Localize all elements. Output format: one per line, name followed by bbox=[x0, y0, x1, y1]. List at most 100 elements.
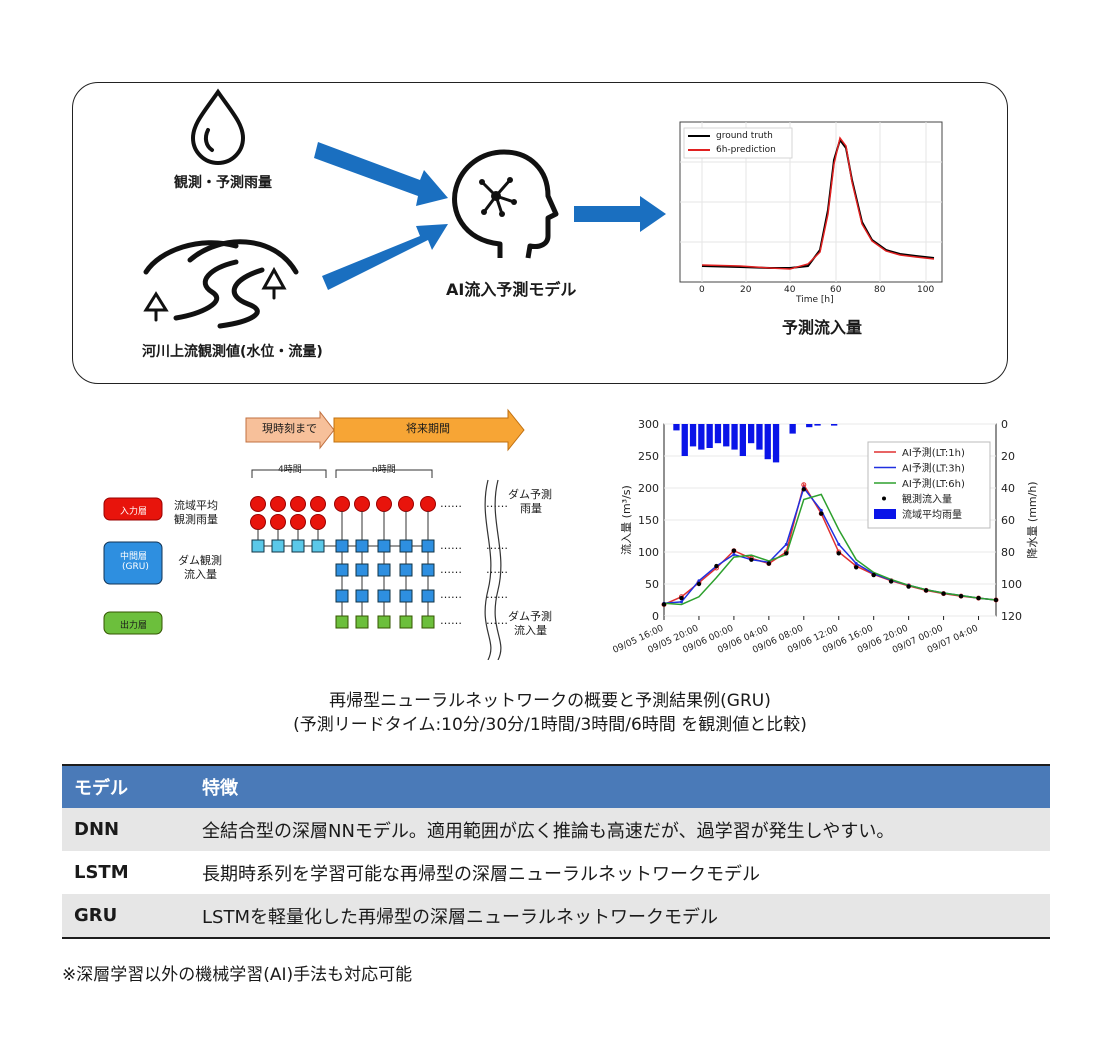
hidden-node bbox=[355, 539, 369, 553]
series-marker bbox=[732, 553, 736, 557]
legend-label: 流域平均雨量 bbox=[902, 508, 962, 521]
legend-input-label: 入力層 bbox=[120, 507, 148, 517]
rain-bar bbox=[772, 424, 780, 463]
observed-point bbox=[958, 593, 964, 599]
y-tick-label: 0 bbox=[652, 610, 659, 623]
y-tick-label: 300 bbox=[638, 418, 659, 431]
future-arrow-label: 将来期間 bbox=[406, 422, 450, 435]
hidden-node bbox=[399, 539, 413, 553]
legend-swatch bbox=[874, 509, 896, 519]
rain-bar bbox=[756, 424, 763, 450]
legend-hidden-label: 中間層 bbox=[120, 552, 148, 562]
observed-point bbox=[766, 561, 772, 566]
output-node bbox=[421, 615, 435, 629]
future-arrow bbox=[333, 408, 525, 452]
past-hours-label: 4時間 bbox=[278, 465, 302, 475]
legend-hidden-sub: (GRU) bbox=[122, 562, 149, 572]
table-row: LSTM 長期時系列を学習可能な再帰型の深層ニューラルネットワークモデル bbox=[62, 851, 1050, 894]
mini-xtick: 80 bbox=[874, 285, 886, 295]
ellipsis: …… bbox=[440, 614, 462, 627]
output-node bbox=[355, 615, 369, 629]
observed-point bbox=[888, 579, 894, 584]
mini-xtick: 60 bbox=[830, 285, 842, 295]
y2-tick-label: 20 bbox=[1001, 450, 1015, 463]
hidden-node bbox=[335, 563, 349, 577]
model-name: GRU bbox=[74, 905, 118, 926]
mini-xtick: 100 bbox=[917, 285, 935, 295]
y2-tick-label: 100 bbox=[1001, 578, 1022, 591]
y2-tick-label: 40 bbox=[1001, 482, 1015, 495]
y-tick-label: 250 bbox=[638, 450, 659, 463]
hidden-node bbox=[355, 589, 369, 603]
input-node bbox=[398, 496, 414, 512]
hidden-node bbox=[335, 589, 349, 603]
rain-bar bbox=[739, 424, 746, 456]
observed-point bbox=[906, 584, 911, 589]
rain-bar bbox=[714, 424, 722, 444]
future-input-desc: 雨量 bbox=[520, 502, 542, 515]
rnn-diagram bbox=[103, 408, 525, 660]
legend-label: 観測流入量 bbox=[902, 493, 952, 506]
y2-tick-label: 120 bbox=[1001, 610, 1022, 623]
input-node bbox=[270, 514, 286, 530]
legend-6h-prediction: 6h-prediction bbox=[716, 145, 776, 155]
input-node bbox=[290, 514, 306, 530]
output-label: 予測流入量 bbox=[782, 318, 863, 337]
rain-bar bbox=[723, 424, 730, 447]
series-marker bbox=[679, 600, 683, 604]
legend-swatch bbox=[882, 496, 886, 501]
y-tick-label: 100 bbox=[638, 546, 659, 559]
output-node bbox=[377, 615, 391, 629]
ellipsis: …… bbox=[486, 497, 508, 510]
rain-bar bbox=[698, 424, 705, 450]
rain-bar bbox=[673, 424, 680, 431]
input-node bbox=[290, 496, 306, 512]
legend-label: AI予測(LT:3h) bbox=[902, 462, 965, 475]
y-tick-label: 200 bbox=[638, 482, 659, 495]
table-row: GRU LSTMを軽量化した再帰型の深層ニューラルネットワークモデル bbox=[62, 894, 1050, 938]
ai-model-label: AI流入予測モデル bbox=[446, 280, 577, 299]
y-axis-label: 流入量 (m³/s) bbox=[619, 485, 633, 555]
mini-xlabel: Time [h] bbox=[796, 295, 834, 305]
input-node bbox=[334, 496, 350, 512]
output-node bbox=[335, 615, 349, 629]
input-node bbox=[376, 496, 392, 512]
footnote: ※深層学習以外の機械学習(AI)手法も対応可能 bbox=[62, 965, 413, 985]
legend-label: AI予測(LT:1h) bbox=[902, 446, 965, 459]
hidden-node bbox=[377, 563, 391, 577]
rain-bar bbox=[764, 424, 771, 460]
mini-xtick: 40 bbox=[784, 285, 796, 295]
observed-point bbox=[714, 563, 719, 569]
header-model: モデル bbox=[74, 778, 128, 799]
y-tick-label: 150 bbox=[638, 514, 659, 527]
mini-xtick: 0 bbox=[699, 285, 705, 295]
ai-head-icon bbox=[452, 149, 559, 259]
hidden-node bbox=[355, 563, 369, 577]
rnn-cells bbox=[250, 496, 436, 629]
input-desc: 観測雨量 bbox=[174, 513, 218, 526]
model-feature: 全結合型の深層NNモデル。適用範囲が広く推論も高速だが、過学習が発生しやすい。 bbox=[202, 820, 895, 842]
rain-label: 観測・予測雨量 bbox=[174, 175, 272, 191]
past-arrow bbox=[245, 410, 335, 450]
hidden-node bbox=[399, 589, 413, 603]
input-node bbox=[310, 514, 326, 530]
y2-tick-label: 0 bbox=[1001, 418, 1008, 431]
header-feature: 特徴 bbox=[202, 778, 238, 799]
output-node bbox=[399, 615, 413, 629]
observed-point bbox=[784, 551, 789, 556]
hidden-node bbox=[251, 539, 265, 553]
observed-point bbox=[976, 595, 981, 601]
flow-arrows bbox=[314, 142, 666, 290]
y2-tick-label: 80 bbox=[1001, 546, 1015, 559]
ellipsis: …… bbox=[486, 588, 508, 601]
legend-label: AI予測(LT:6h) bbox=[902, 477, 965, 490]
input-node bbox=[250, 496, 266, 512]
ellipsis: …… bbox=[440, 539, 462, 552]
y-tick-label: 50 bbox=[645, 578, 659, 591]
hidden-node bbox=[421, 589, 435, 603]
table-header-row: モデル 特徴 bbox=[62, 765, 1050, 808]
ellipsis: …… bbox=[440, 563, 462, 576]
model-name: DNN bbox=[74, 819, 120, 840]
model-table: モデル 特徴 DNN 全結合型の深層NNモデル。適用範囲が広く推論も高速だが、過… bbox=[62, 764, 1050, 939]
observed-point bbox=[696, 581, 702, 587]
